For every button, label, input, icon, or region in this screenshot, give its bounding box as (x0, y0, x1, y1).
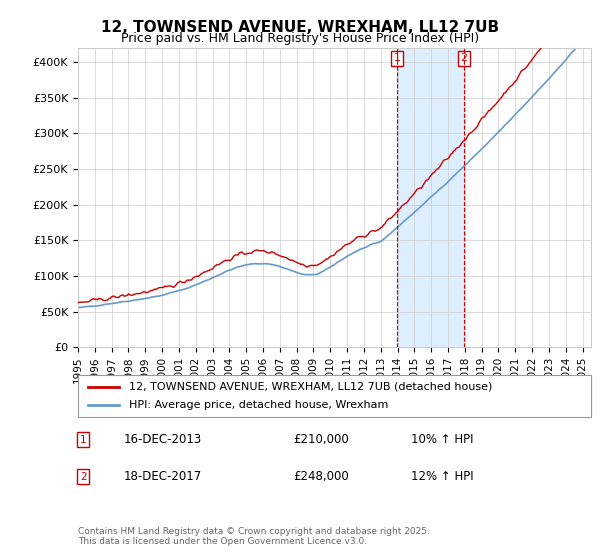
Text: 10% ↑ HPI: 10% ↑ HPI (412, 433, 474, 446)
Text: 12, TOWNSEND AVENUE, WREXHAM, LL12 7UB: 12, TOWNSEND AVENUE, WREXHAM, LL12 7UB (101, 20, 499, 35)
Text: 1: 1 (80, 435, 86, 445)
Text: 2: 2 (80, 472, 86, 482)
Text: 12% ↑ HPI: 12% ↑ HPI (412, 470, 474, 483)
Text: 2: 2 (461, 53, 468, 63)
Text: £248,000: £248,000 (293, 470, 349, 483)
Text: HPI: Average price, detached house, Wrexham: HPI: Average price, detached house, Wrex… (130, 400, 389, 410)
Text: 16-DEC-2013: 16-DEC-2013 (124, 433, 202, 446)
Text: Contains HM Land Registry data © Crown copyright and database right 2025.
This d: Contains HM Land Registry data © Crown c… (78, 526, 430, 546)
Text: Price paid vs. HM Land Registry's House Price Index (HPI): Price paid vs. HM Land Registry's House … (121, 32, 479, 45)
Text: 12, TOWNSEND AVENUE, WREXHAM, LL12 7UB (detached house): 12, TOWNSEND AVENUE, WREXHAM, LL12 7UB (… (130, 382, 493, 392)
Text: £210,000: £210,000 (293, 433, 349, 446)
Text: 18-DEC-2017: 18-DEC-2017 (124, 470, 202, 483)
Text: 1: 1 (394, 53, 400, 63)
Bar (397, 48, 464, 347)
FancyBboxPatch shape (78, 375, 591, 417)
